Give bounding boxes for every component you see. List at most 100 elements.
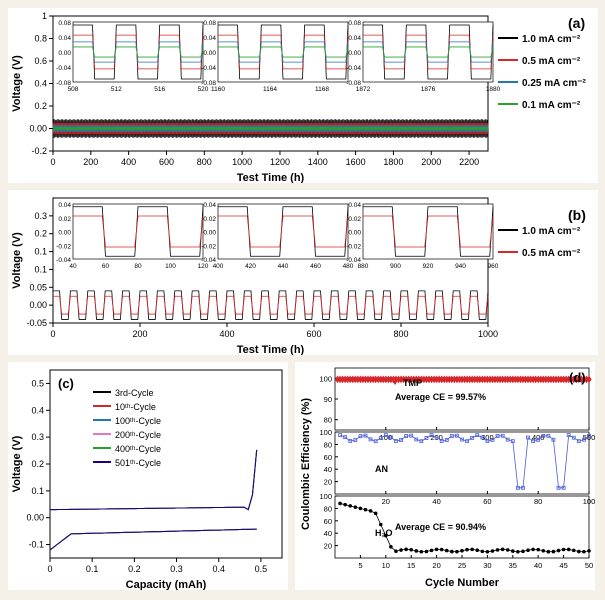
svg-text:440: 440 bbox=[278, 263, 289, 270]
svg-text:400: 400 bbox=[121, 157, 136, 167]
svg-text:1600: 1600 bbox=[346, 157, 366, 167]
svg-text:20: 20 bbox=[432, 561, 440, 570]
svg-text:-0.2: -0.2 bbox=[31, 146, 47, 156]
svg-text:0.1: 0.1 bbox=[34, 247, 47, 257]
svg-text:0.04: 0.04 bbox=[348, 35, 361, 42]
svg-text:40: 40 bbox=[324, 465, 332, 474]
svg-text:60: 60 bbox=[324, 453, 332, 462]
svg-text:400ᵗʰ-Cycle: 400ᵗʰ-Cycle bbox=[115, 444, 161, 454]
chart-b: 02004006008001000-0.050.000.050.10.10.20… bbox=[8, 190, 598, 355]
svg-text:45: 45 bbox=[559, 561, 567, 570]
svg-text:0.02: 0.02 bbox=[203, 216, 216, 223]
panel-d: Coulombic Efficiency (%) Cycle Number 100 2… bbox=[295, 362, 595, 590]
svg-text:0.1 mA cm⁻²: 0.1 mA cm⁻² bbox=[522, 100, 581, 111]
svg-text:0.5: 0.5 bbox=[255, 564, 268, 574]
svg-text:-0.02: -0.02 bbox=[201, 243, 216, 250]
svg-text:400: 400 bbox=[213, 263, 224, 270]
svg-text:(b): (b) bbox=[568, 207, 586, 223]
svg-text:0.5 mA cm⁻²: 0.5 mA cm⁻² bbox=[522, 248, 581, 259]
svg-text:1880: 1880 bbox=[486, 86, 501, 93]
svg-text:3rd-Cycle: 3rd-Cycle bbox=[115, 388, 154, 398]
svg-text:60: 60 bbox=[324, 517, 332, 526]
svg-text:880: 880 bbox=[358, 263, 369, 270]
svg-text:Capacity (mAh): Capacity (mAh) bbox=[126, 579, 207, 590]
svg-text:TMP: TMP bbox=[403, 378, 422, 388]
svg-text:0.1: 0.1 bbox=[31, 486, 44, 496]
svg-text:0.2: 0.2 bbox=[34, 101, 47, 111]
svg-text:1800: 1800 bbox=[383, 157, 403, 167]
svg-text:0.2: 0.2 bbox=[34, 229, 47, 239]
svg-text:80: 80 bbox=[324, 504, 332, 513]
svg-text:AN: AN bbox=[375, 464, 388, 474]
svg-text:Average CE = 90.94%: Average CE = 90.94% bbox=[395, 522, 486, 532]
svg-text:1.0 mA cm⁻²: 1.0 mA cm⁻² bbox=[522, 34, 581, 45]
svg-text:100: 100 bbox=[319, 492, 332, 501]
svg-text:1000: 1000 bbox=[232, 157, 252, 167]
svg-text:0.02: 0.02 bbox=[348, 216, 361, 223]
svg-text:40: 40 bbox=[432, 497, 440, 506]
svg-text:0.3: 0.3 bbox=[34, 211, 47, 221]
svg-text:0.00: 0.00 bbox=[26, 513, 44, 523]
svg-text:0.04: 0.04 bbox=[348, 202, 361, 209]
svg-text:200: 200 bbox=[132, 329, 147, 339]
svg-text:0.00: 0.00 bbox=[29, 124, 47, 134]
svg-text:0.02: 0.02 bbox=[58, 216, 71, 223]
svg-text:80: 80 bbox=[324, 440, 332, 449]
panel-a: 0200400600800100012001400160018002000220… bbox=[8, 8, 598, 183]
svg-text:40: 40 bbox=[534, 561, 542, 570]
svg-text:-0.04: -0.04 bbox=[56, 65, 71, 72]
svg-text:2200: 2200 bbox=[459, 157, 479, 167]
svg-text:200ᵗʰ-Cycle: 200ᵗʰ-Cycle bbox=[115, 430, 161, 440]
svg-text:1872: 1872 bbox=[356, 86, 371, 93]
svg-text:1400: 1400 bbox=[308, 157, 328, 167]
svg-text:Average CE = 99.57%: Average CE = 99.57% bbox=[395, 392, 486, 402]
svg-text:Cycle Number: Cycle Number bbox=[425, 577, 500, 589]
svg-text:100: 100 bbox=[319, 374, 332, 383]
svg-text:(d): (d) bbox=[569, 370, 586, 385]
svg-text:Voltage (V): Voltage (V) bbox=[11, 55, 23, 112]
svg-text:0.4: 0.4 bbox=[31, 405, 44, 415]
svg-text:0.00: 0.00 bbox=[348, 50, 361, 57]
svg-text:Coulombic Efficiency (%): Coulombic Efficiency (%) bbox=[300, 398, 312, 530]
svg-text:0: 0 bbox=[50, 157, 55, 167]
svg-text:20: 20 bbox=[324, 478, 332, 487]
svg-text:480: 480 bbox=[343, 263, 354, 270]
svg-text:100ᵗʰ-Cycle: 100ᵗʰ-Cycle bbox=[115, 416, 161, 426]
svg-text:0.4: 0.4 bbox=[212, 564, 225, 574]
svg-text:460: 460 bbox=[310, 263, 321, 270]
svg-text:400: 400 bbox=[219, 329, 234, 339]
svg-text:50: 50 bbox=[585, 561, 593, 570]
svg-text:60: 60 bbox=[102, 263, 110, 270]
chart-c: 00.10.20.30.40.5-0.10.000.10.20.30.40.5C… bbox=[8, 362, 288, 590]
svg-text:0.1: 0.1 bbox=[86, 564, 99, 574]
svg-text:120: 120 bbox=[198, 263, 209, 270]
svg-text:100: 100 bbox=[165, 263, 176, 270]
svg-text:2000: 2000 bbox=[421, 157, 441, 167]
svg-text:0.00: 0.00 bbox=[203, 50, 216, 57]
panel-c: 00.10.20.30.40.5-0.10.000.10.20.30.40.5C… bbox=[8, 362, 288, 590]
svg-text:800: 800 bbox=[393, 329, 408, 339]
svg-text:Voltage (V): Voltage (V) bbox=[11, 232, 23, 289]
svg-text:600: 600 bbox=[306, 329, 321, 339]
svg-text:1000: 1000 bbox=[478, 329, 498, 339]
svg-text:0: 0 bbox=[50, 329, 55, 339]
svg-text:0.00: 0.00 bbox=[203, 230, 216, 237]
svg-text:0.8: 0.8 bbox=[34, 34, 47, 44]
svg-text:0.04: 0.04 bbox=[58, 35, 71, 42]
svg-text:0.08: 0.08 bbox=[58, 20, 71, 27]
svg-text:1876: 1876 bbox=[421, 86, 436, 93]
svg-text:920: 920 bbox=[423, 263, 434, 270]
svg-text:600: 600 bbox=[159, 157, 174, 167]
svg-text:-0.1: -0.1 bbox=[28, 540, 44, 550]
svg-text:420: 420 bbox=[245, 263, 256, 270]
svg-text:0.2: 0.2 bbox=[128, 564, 141, 574]
svg-text:(c): (c) bbox=[58, 376, 74, 391]
svg-text:940: 940 bbox=[455, 263, 466, 270]
svg-text:-0.02: -0.02 bbox=[346, 243, 361, 250]
svg-text:960: 960 bbox=[488, 263, 499, 270]
svg-text:800: 800 bbox=[197, 157, 212, 167]
svg-text:0.3: 0.3 bbox=[31, 432, 44, 442]
svg-text:80: 80 bbox=[134, 263, 142, 270]
svg-text:0.2: 0.2 bbox=[31, 459, 44, 469]
svg-text:0.00: 0.00 bbox=[58, 230, 71, 237]
